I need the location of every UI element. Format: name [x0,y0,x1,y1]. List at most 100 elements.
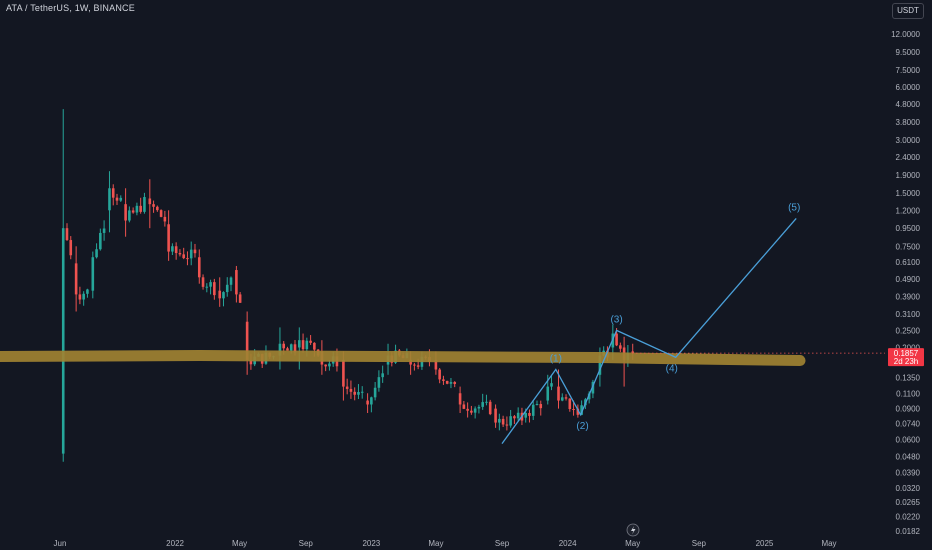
x-tick-label: Sep [495,539,510,548]
candle-body [61,228,65,454]
candle-body [477,406,481,409]
y-tick-label: 0.3100 [896,310,921,319]
y-axis: 12.0000 9.5000 7.5000 6.0000 4.8000 3.8000 3.0… [891,30,920,536]
x-axis: Jun 2022 May Sep 2023 May Sep 2024 May Sep 2025 May [54,539,837,548]
candle-body [505,424,509,426]
candle-body [298,340,301,348]
price-tag-countdown: 2d 23h [894,357,918,366]
candle-body [174,246,178,254]
flash-icon[interactable] [626,523,640,537]
candle-body [218,290,222,299]
y-tick-label: 1.9000 [896,171,921,180]
currency-button[interactable]: USDT [892,3,924,19]
candle-body [167,224,170,252]
wave-label: (4) [666,363,678,374]
candle-body [342,359,345,387]
candle-body [481,402,484,407]
y-tick-label: 3.8000 [896,118,921,127]
candle-body [235,270,238,295]
candle-body [91,257,95,291]
candle-body [289,344,293,351]
candle-body [345,386,349,389]
candle-body [213,282,216,296]
candle-body [409,359,412,365]
candle-body [128,210,131,221]
y-tick-label: 3.0000 [896,136,921,145]
y-tick-label: 0.0740 [896,420,921,429]
y-tick-label: 0.2000 [896,343,921,352]
candle-body [564,397,568,399]
candle-body [148,198,152,205]
candle-body [357,392,360,395]
candle-body [278,343,282,356]
candle-body [598,355,602,375]
candle-body [111,188,115,198]
candle-body [535,404,539,406]
candle-body [501,418,505,425]
candle-body [205,286,209,288]
candle-body [576,408,580,415]
price-tag-bg [888,348,924,367]
candle-body [86,289,89,294]
candle-body [438,369,441,380]
candle-body [470,410,473,413]
support-line[interactable] [0,350,806,367]
candle-body [539,404,543,409]
candle-body [286,348,289,351]
y-tick-label: 9.5000 [896,48,921,57]
y-tick-label: 2.4000 [896,153,921,162]
y-tick-label: 1.2000 [896,206,921,215]
candle-body [178,253,182,255]
candle-body [631,351,635,354]
candle-body [171,246,174,252]
candle-body [513,416,516,419]
wave-label: (2) [576,421,588,432]
candle-body [309,340,312,343]
candle-body [353,391,356,395]
candle-body [560,397,564,401]
y-tick-label: 0.0480 [896,453,921,462]
y-tick-label: 0.9500 [896,224,921,233]
candle-body [313,342,316,350]
candle-body [102,228,106,233]
candle-body [186,258,189,260]
candle-body [381,373,384,378]
candle-body [65,228,69,241]
candle-body [301,340,305,350]
y-tick-label: 0.0182 [896,527,921,536]
candle-body [78,294,82,300]
candle-body [119,197,123,201]
candle-body [152,204,155,207]
candle-body [182,254,185,259]
support-zone[interactable] [0,350,885,367]
candle-body [373,387,377,398]
elliott-wave[interactable]: (1) (2) (3) (4) (5) [501,202,800,444]
candle-body [370,397,373,405]
candle-body [139,205,142,212]
y-tick-label: 0.0900 [896,405,921,414]
y-tick-label: 0.0320 [896,484,921,493]
candle-body [615,333,618,346]
price-tag-value: 0.1857 [894,349,919,358]
candle-body [413,364,416,366]
candle-body [115,197,119,201]
candle-body [377,377,381,388]
candle-body [550,383,553,387]
wave-path[interactable] [501,217,797,444]
candle-body [197,257,201,278]
candle-body [458,393,462,405]
x-tick-label: May [232,539,247,548]
flash-icon-bolt [631,526,636,535]
wave-label: (5) [788,202,800,213]
candle-body [587,393,591,400]
candle-body [82,293,85,300]
candle-body [498,418,501,423]
candle-body [159,210,163,217]
y-tick-label: 0.0600 [896,436,921,445]
x-tick-label: May [625,539,640,548]
candle-body [131,210,135,213]
candle-body [416,365,420,367]
candle-body [462,404,466,409]
